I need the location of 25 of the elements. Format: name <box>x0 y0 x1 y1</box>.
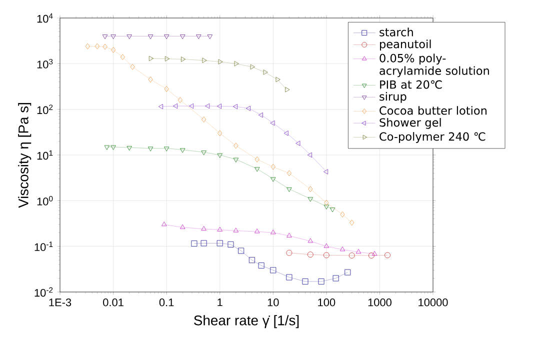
x-axis-title: Shear rate γ̇ [1/s] <box>194 315 299 328</box>
legend-label: Cocoa butter lotion <box>380 106 487 115</box>
x-tick-label: 100 <box>318 298 336 306</box>
y-tick-label: 10$^{1}$ <box>37 150 53 160</box>
legend-label: peanutoil <box>380 40 431 50</box>
x-tick-label: 0.01 <box>103 298 124 306</box>
x-tick-label: 1E-3 <box>49 298 72 306</box>
y-tick-label: 10$^{-1}$ <box>34 242 53 252</box>
legend-label: PIB at 20℃ <box>380 80 442 89</box>
x-tick-label: 0.1 <box>159 298 174 306</box>
y-tick-label: 10$^{4}$ <box>37 13 53 23</box>
y-axis-title: Viscosity η [Pa s] <box>18 103 32 208</box>
x-tick-label: 1000 <box>368 298 392 306</box>
x-tick-label: 1 <box>218 298 222 306</box>
legend-label: Shower gel <box>380 118 441 129</box>
y-tick-label: 10$^{2}$ <box>37 104 53 114</box>
y-tick-label: 10$^{3}$ <box>37 58 53 68</box>
legend-label: 0.05% poly-acrylamide solution <box>380 54 489 78</box>
legend-label: starch <box>380 28 413 36</box>
legend-label: sirup <box>380 92 406 103</box>
y-tick-label: 10$^{-2}$ <box>34 287 53 297</box>
x-tick-label: 10 <box>268 298 279 306</box>
legend-label: Co-polymer 240 ℃ <box>380 132 486 143</box>
x-tick-label: 10000 <box>418 298 448 306</box>
y-tick-label: 10$^{0}$ <box>37 196 53 206</box>
